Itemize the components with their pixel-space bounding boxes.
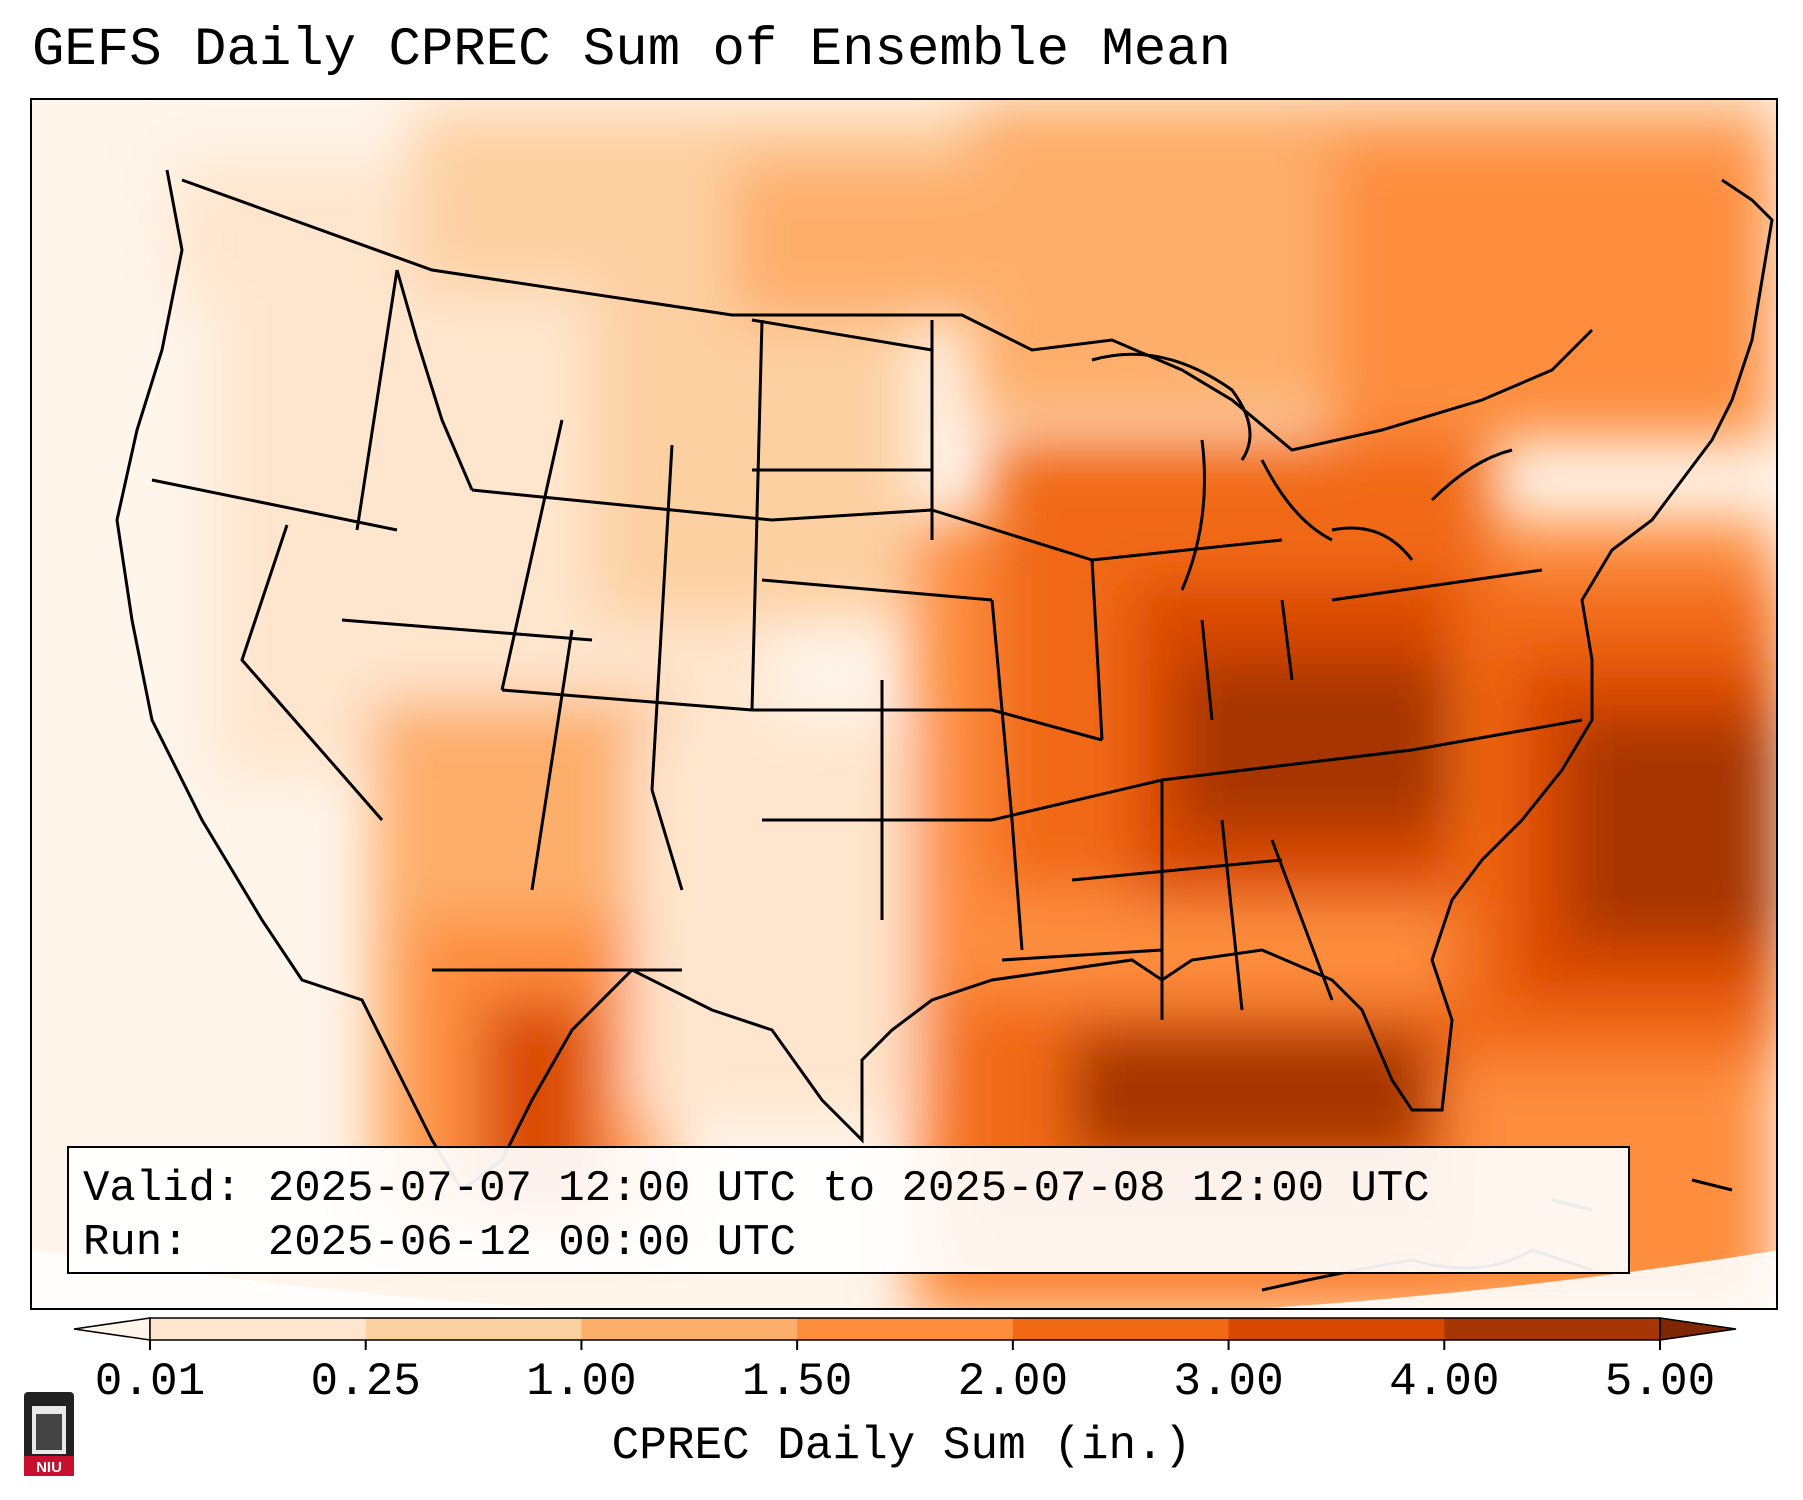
colorbar-extend-low	[73, 1317, 151, 1341]
colorbar-tick-label: 2.00	[957, 1356, 1069, 1408]
colorbar-segment	[1444, 1318, 1661, 1340]
precipitation-map[interactable]	[30, 98, 1778, 1310]
colorbar-segment	[1228, 1318, 1445, 1340]
colorbar-extend-high	[1659, 1317, 1737, 1341]
chart-title: GEFS Daily CPREC Sum of Ensemble Mean	[32, 20, 1231, 81]
colorbar-tick-label: 5.00	[1604, 1356, 1716, 1408]
colorbar-tick-label: 4.00	[1389, 1356, 1500, 1408]
colorbar-label: CPREC Daily Sum (in.)	[611, 1420, 1192, 1472]
valid-value: 2025-07-07 12:00 UTC to 2025-07-08 12:00…	[267, 1164, 1430, 1214]
map-canvas	[32, 100, 1776, 1308]
colorbar-segment	[797, 1318, 1014, 1340]
colorbar-segment	[581, 1318, 798, 1340]
colorbar-segment	[1012, 1318, 1230, 1340]
colorbar-tick-label: 3.00	[1173, 1356, 1284, 1408]
colorbar-tick-label: 1.50	[741, 1356, 853, 1408]
colorbar-tick-label: 0.25	[310, 1356, 421, 1408]
precip-field	[32, 100, 1776, 1308]
colorbar	[73, 1317, 1737, 1350]
run-label: Run:	[83, 1218, 189, 1268]
validity-info-box: Valid: 2025-07-07 12:00 UTC to 2025-07-0…	[67, 1146, 1630, 1274]
colorbar-segment	[365, 1318, 582, 1340]
projection-edge	[32, 1250, 1776, 1308]
state-boundaries	[115, 169, 1774, 1193]
logo-text: NIU	[36, 1459, 62, 1476]
run-value: 2025-06-12 00:00 UTC	[267, 1218, 796, 1268]
niu-logo: NIU	[24, 1392, 74, 1476]
valid-label: Valid:	[83, 1164, 242, 1214]
colorbar-tick-label: 0.01	[94, 1356, 206, 1408]
colorbar-tick-label: 1.00	[526, 1356, 637, 1408]
colorbar-outline	[149, 1317, 1661, 1341]
colorbar-segment	[150, 1318, 367, 1340]
